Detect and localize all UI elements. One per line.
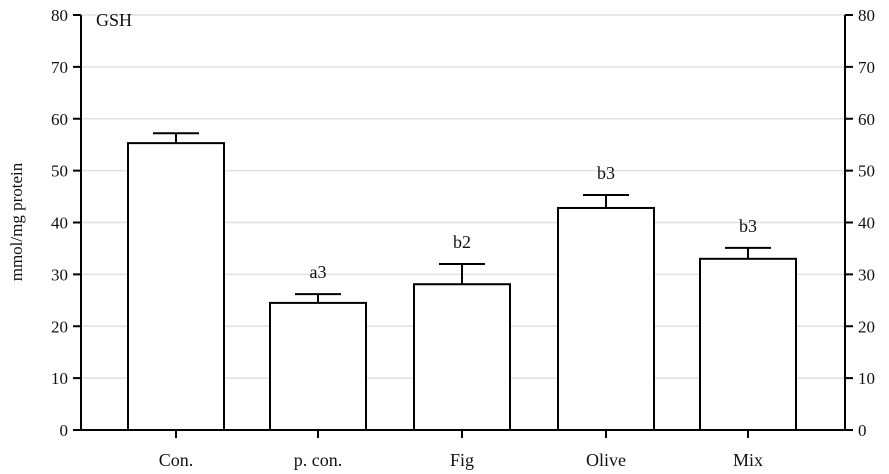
x-tick-label: Mix bbox=[733, 450, 763, 470]
bar-group: b2 bbox=[413, 232, 511, 432]
bar bbox=[557, 206, 655, 431]
chart-title: GSH bbox=[96, 10, 132, 30]
bar-group bbox=[127, 132, 225, 431]
y-tick-label-right: 30 bbox=[858, 265, 875, 284]
y-tick-label-left: 30 bbox=[51, 265, 68, 284]
y-tick-label-right: 60 bbox=[858, 110, 875, 129]
y-tick-label-left: 60 bbox=[51, 110, 68, 129]
axes: Con. p. con. Fig Olive Mix 0 0 10 10 20 20 30 30 40 40… bbox=[51, 6, 875, 470]
x-tick-label: p. con. bbox=[294, 450, 343, 470]
bar bbox=[269, 301, 367, 431]
y-tick-label-right: 10 bbox=[858, 369, 875, 388]
bar bbox=[127, 142, 225, 431]
bar-group: b3 bbox=[557, 163, 655, 431]
bar bbox=[699, 257, 797, 431]
bar bbox=[413, 283, 511, 432]
y-tick-label-left: 80 bbox=[51, 6, 68, 25]
x-tick-label: Con. bbox=[159, 450, 194, 470]
y-tick-label-left: 10 bbox=[51, 369, 68, 388]
y-tick-label-right: 80 bbox=[858, 6, 875, 25]
x-tick-label: Olive bbox=[586, 450, 626, 470]
y-tick-label-right: 40 bbox=[858, 214, 875, 233]
y-tick-label-left: 40 bbox=[51, 214, 68, 233]
y-tick-label-left: 70 bbox=[51, 58, 68, 77]
y-tick-label-left: 20 bbox=[51, 317, 68, 336]
y-axis-label: mmol/mg protein bbox=[7, 162, 26, 281]
significance-label: b2 bbox=[453, 232, 471, 252]
y-tick-label-right: 20 bbox=[858, 317, 875, 336]
y-tick-label-right: 50 bbox=[858, 162, 875, 181]
significance-label: b3 bbox=[597, 163, 615, 183]
bars: a3 b2 b3 b3 bbox=[127, 132, 797, 432]
significance-label: b3 bbox=[739, 216, 757, 236]
bar-group: b3 bbox=[699, 216, 797, 431]
y-tick-label-left: 50 bbox=[51, 162, 68, 181]
y-tick-label-right: 70 bbox=[858, 58, 875, 77]
y-tick-label-left: 0 bbox=[60, 421, 69, 440]
y-tick-label-right: 0 bbox=[858, 421, 867, 440]
bar-group: a3 bbox=[269, 262, 367, 431]
significance-label: a3 bbox=[310, 262, 327, 282]
x-tick-label: Fig bbox=[450, 450, 474, 470]
